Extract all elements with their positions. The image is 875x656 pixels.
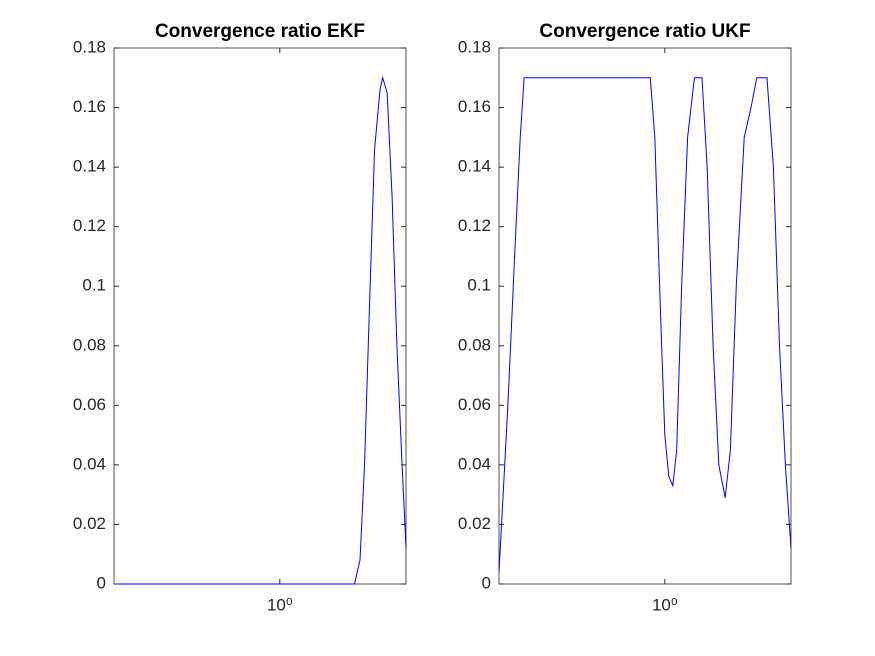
y-tick-label: 0 [97,573,106,592]
y-tick-label: 0.04 [458,454,491,473]
y-tick-label: 0.16 [458,97,491,116]
axes-box [113,47,407,585]
y-tick-label: 0.08 [73,335,106,354]
y-tick-label: 0.02 [458,514,491,533]
data-line [114,75,407,585]
y-tick-label: 0.12 [458,216,491,235]
chart-title: Convergence ratio EKF [155,21,365,42]
y-tick-label: 0.08 [458,335,491,354]
chart-title: Convergence ratio UKF [539,21,750,42]
y-tick-label: 0.06 [73,395,106,414]
y-tick-label: 0.14 [73,157,106,176]
y-tick-label: 0.12 [73,216,106,235]
y-tick-label: 0.1 [467,276,491,295]
y-tick-label: 0.14 [458,157,491,176]
y-tick-label: 0.06 [458,395,491,414]
y-tick-label: 0.18 [73,37,106,56]
y-tick-label: 0.18 [458,37,491,56]
axes-box [498,47,792,585]
x-tick-label: 10⁰ [652,595,678,614]
y-tick-label: 0.02 [73,514,106,533]
y-tick-label: 0.16 [73,97,106,116]
y-tick-label: 0.04 [73,454,106,473]
y-tick-label: 0.1 [82,276,106,295]
y-tick-label: 0 [482,573,491,592]
data-line [498,77,792,573]
x-tick-label: 10⁰ [267,595,293,614]
